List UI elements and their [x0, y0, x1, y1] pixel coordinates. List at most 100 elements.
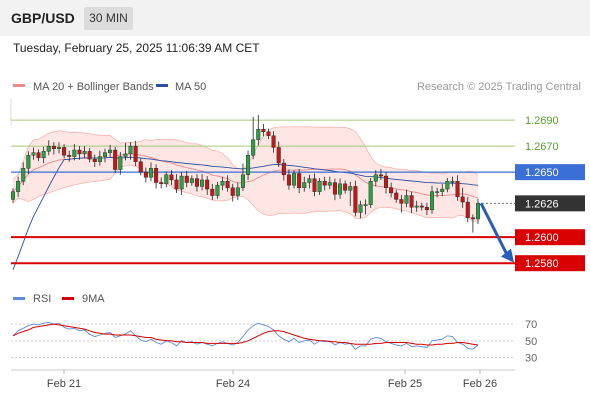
source-credit: Research © 2025 Trading Central	[417, 81, 581, 93]
candle-bearish	[261, 129, 266, 133]
candle-bullish	[327, 182, 332, 186]
candle-bearish	[184, 175, 189, 183]
candle-bearish	[194, 178, 199, 187]
ma50-legend-swatch	[156, 84, 168, 87]
candle-bullish	[118, 156, 123, 170]
candle-bullish	[10, 191, 15, 200]
candle-bearish	[424, 207, 429, 211]
x-tick-label: Feb 25	[388, 378, 422, 390]
timeframe-button[interactable]: 30 MIN	[84, 7, 133, 30]
candle-bullish	[363, 204, 368, 206]
support-label: 1.2580	[525, 258, 559, 270]
candle-bearish	[271, 135, 276, 148]
candle-bearish	[159, 182, 164, 185]
candle-bearish	[312, 178, 317, 192]
forecast-arrow-head	[501, 248, 514, 263]
rsi-legend-swatch	[13, 297, 25, 300]
resistance-label: 1.2670	[525, 141, 559, 153]
candle-bearish	[394, 192, 399, 200]
rsi-line	[12, 321, 479, 350]
bollinger-fill	[13, 126, 478, 222]
ma50-legend-label: MA 50	[175, 81, 206, 93]
candle-bullish	[97, 156, 102, 162]
candle-bearish	[230, 187, 235, 196]
x-axis: Feb 21 Feb 24 Feb 25 Feb 26	[47, 370, 497, 390]
candle-bullish	[72, 149, 77, 157]
legend: MA 20 + Bollinger Bands MA 50 Research ©…	[13, 81, 581, 305]
candle-bullish	[368, 181, 373, 205]
candle-bullish	[46, 145, 51, 152]
bollinger-upper	[12, 126, 479, 181]
candle-bullish	[102, 152, 107, 157]
candle-bullish	[21, 168, 26, 182]
candle-bearish	[332, 182, 337, 195]
candle-bullish	[189, 178, 194, 183]
candle-bullish	[56, 147, 61, 149]
candle-bullish	[414, 205, 419, 208]
bb-legend-label: MA 20 + Bollinger Bands	[33, 81, 154, 93]
candle-bullish	[235, 187, 240, 196]
candle-bullish	[450, 181, 455, 183]
support-label: 1.2600	[525, 232, 559, 244]
candle-bullish	[220, 181, 225, 186]
candle-bullish	[16, 181, 21, 192]
candle-bearish	[169, 174, 174, 181]
candle-bearish	[77, 149, 82, 155]
rsi-tick-label: 70	[525, 319, 537, 331]
candle-bullish	[31, 152, 36, 156]
symbol-title: GBP/USD	[11, 10, 75, 26]
candle-bearish	[143, 171, 148, 178]
candle-bullish	[358, 204, 363, 213]
current-price-label: 1.2626	[525, 198, 559, 210]
candle-bearish	[154, 168, 159, 183]
candle-bearish	[225, 181, 230, 188]
candle-bullish	[317, 181, 322, 192]
candle-bearish	[389, 187, 394, 194]
candle-bullish	[41, 151, 46, 159]
candle-bullish	[476, 203, 481, 220]
datetime-label: Tuesday, February 25, 2025 11:06:39 AM C…	[13, 41, 260, 55]
candle-bearish	[205, 179, 210, 190]
candle-bearish	[409, 195, 414, 208]
candle-bullish	[108, 149, 113, 153]
candle-bullish	[215, 184, 220, 196]
candle-bearish	[455, 181, 460, 198]
pivot-label: 1.2650	[525, 167, 559, 179]
current-price-badge	[515, 195, 585, 212]
rsi-legend-label: RSI	[33, 293, 51, 305]
candle-bullish	[373, 174, 378, 182]
candle-bullish	[240, 174, 245, 188]
candle-bullish	[307, 178, 312, 183]
pivot-badge	[515, 164, 585, 181]
candle-bullish	[440, 188, 445, 192]
candle-bullish	[179, 175, 184, 190]
candle-bullish	[148, 168, 153, 178]
rsi-tick-label: 50	[525, 336, 537, 348]
candle-bearish	[210, 188, 215, 196]
candle-bullish	[302, 182, 307, 188]
candle-bullish	[292, 173, 297, 186]
candle-bullish	[338, 183, 343, 195]
candle-bullish	[200, 179, 205, 187]
candle-bullish	[445, 181, 450, 190]
chart-grid	[10, 99, 515, 371]
candle-bullish	[128, 145, 133, 155]
candle-bullish	[164, 174, 169, 185]
candle-bearish	[36, 152, 41, 159]
candles	[10, 114, 481, 233]
candle-bearish	[62, 147, 67, 156]
candle-bearish	[286, 174, 291, 186]
candle-bearish	[174, 179, 179, 190]
rsi-panel: 70 50 30	[11, 319, 537, 365]
candle-bearish	[353, 186, 358, 213]
candle-bullish	[251, 139, 256, 156]
candle-bearish	[384, 175, 389, 188]
forecast-arrow	[479, 202, 514, 263]
rsi-tick-label: 30	[525, 353, 537, 365]
candle-bearish	[470, 217, 475, 220]
candle-bearish	[322, 181, 327, 186]
candle-bearish	[67, 155, 72, 157]
candle-bearish	[138, 161, 143, 173]
candle-bullish	[348, 186, 353, 191]
